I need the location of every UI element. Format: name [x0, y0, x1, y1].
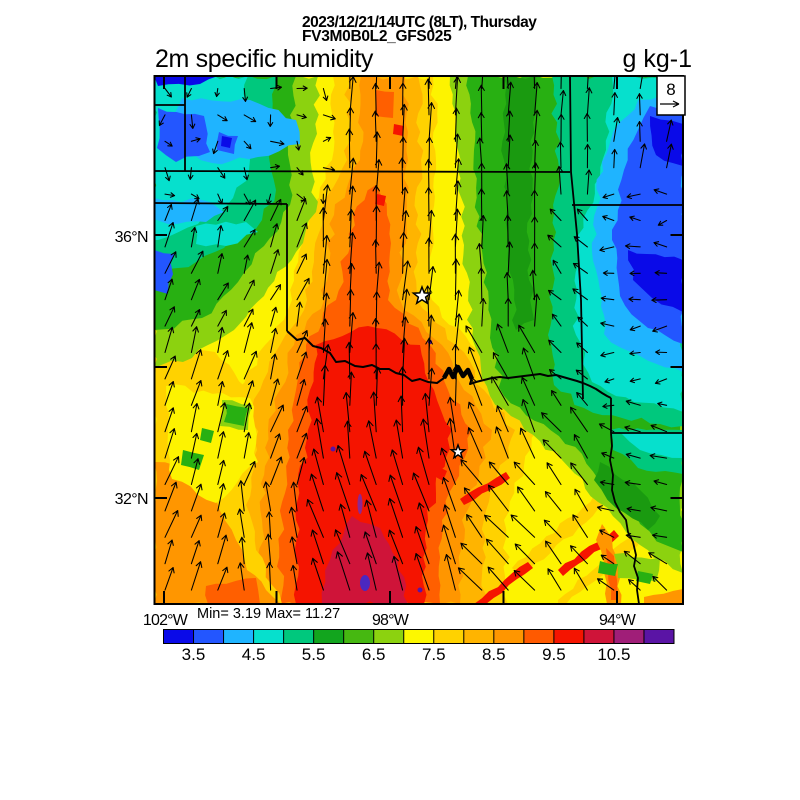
svg-text:8: 8: [666, 80, 675, 99]
svg-text:6.5: 6.5: [362, 645, 386, 664]
svg-text:10.5: 10.5: [597, 645, 630, 664]
svg-text:2m specific humidity: 2m specific humidity: [155, 45, 374, 73]
svg-text:Min= 3.19 Max= 11.27: Min= 3.19 Max= 11.27: [197, 606, 340, 622]
svg-text:7.5: 7.5: [422, 645, 446, 664]
svg-text:94°W: 94°W: [599, 612, 637, 629]
svg-text:32°N: 32°N: [115, 491, 148, 508]
svg-text:3.5: 3.5: [182, 645, 206, 664]
svg-text:8.5: 8.5: [482, 645, 506, 664]
svg-text:4.5: 4.5: [242, 645, 266, 664]
svg-text:102°W: 102°W: [143, 612, 189, 629]
svg-text:5.5: 5.5: [302, 645, 326, 664]
svg-text:36°N: 36°N: [115, 229, 148, 246]
svg-text:g kg-1: g kg-1: [623, 45, 692, 73]
svg-text:9.5: 9.5: [542, 645, 566, 664]
svg-text:98°W: 98°W: [372, 612, 410, 629]
svg-text:2023/12/21/14UTC (8LT), Thursd: 2023/12/21/14UTC (8LT), Thursday: [302, 14, 537, 31]
svg-text:FV3M0B0L2_GFS025: FV3M0B0L2_GFS025: [302, 28, 452, 45]
